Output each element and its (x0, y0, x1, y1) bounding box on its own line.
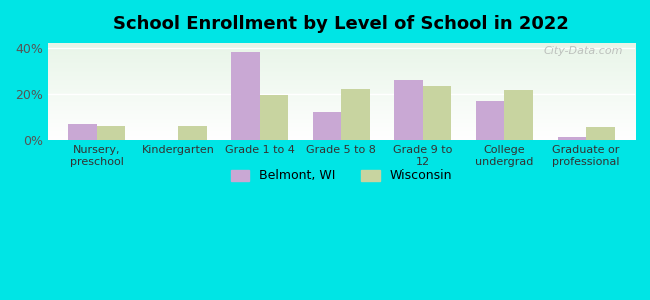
Bar (395, 80, 423, 140)
Legend: Belmont, WI, Wisconsin: Belmont, WI, Wisconsin (226, 164, 457, 188)
Bar (476, 101, 504, 140)
Bar (231, 52, 260, 140)
Bar (260, 95, 289, 140)
Bar (341, 89, 370, 140)
Bar (423, 86, 452, 140)
Title: School Enrollment by Level of School in 2022: School Enrollment by Level of School in … (114, 15, 569, 33)
Bar (178, 126, 207, 140)
Bar (313, 112, 341, 140)
Bar (504, 90, 533, 140)
Bar (558, 137, 586, 140)
Bar (586, 128, 615, 140)
Bar (68, 124, 97, 140)
Text: City-Data.com: City-Data.com (544, 46, 623, 56)
Bar (97, 126, 125, 140)
